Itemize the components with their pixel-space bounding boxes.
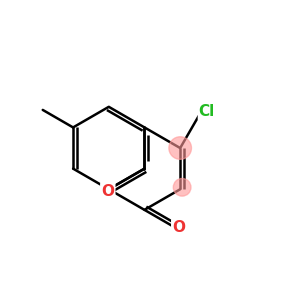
- Circle shape: [173, 178, 191, 196]
- Text: O: O: [172, 220, 185, 235]
- Circle shape: [169, 137, 191, 159]
- Text: O: O: [101, 184, 114, 199]
- Text: Cl: Cl: [199, 104, 215, 119]
